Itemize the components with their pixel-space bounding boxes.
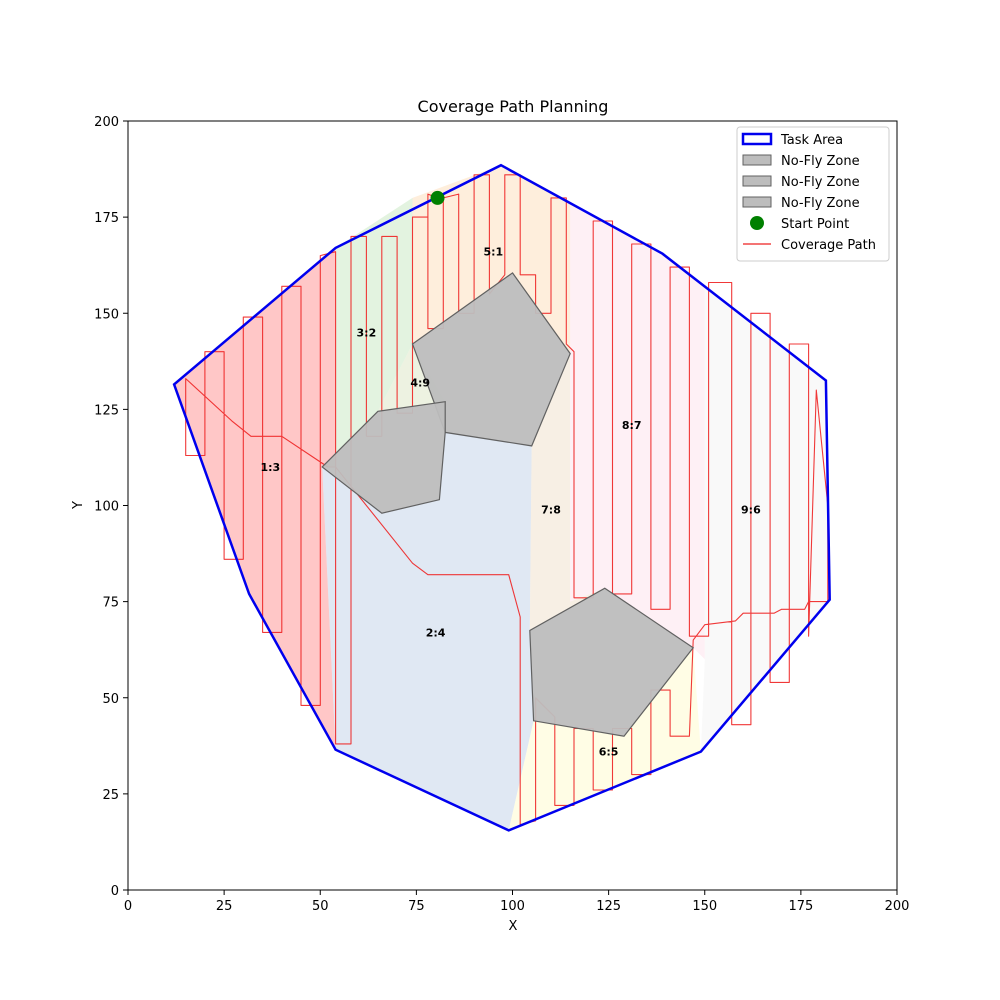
no-fly-zone-1: [411, 272, 571, 447]
x-tick-label: 200: [885, 899, 910, 914]
region-9: [700, 286, 830, 752]
x-tick-label: 100: [500, 899, 525, 914]
x-tick-label: 175: [788, 899, 813, 914]
y-tick-label: 50: [102, 692, 119, 707]
legend-label: No-Fly Zone: [781, 196, 860, 211]
y-tick-label: 75: [102, 596, 119, 611]
legend-task-area-swatch: [741, 132, 773, 146]
region-8: [570, 201, 705, 660]
legend-label: Start Point: [781, 217, 849, 232]
legend-box: [736, 126, 890, 262]
legend-no-fly-swatch: [742, 175, 772, 187]
region-7: [508, 647, 701, 831]
y-tick-label: 150: [94, 307, 119, 322]
region-label-9: 9:6: [741, 503, 761, 516]
region-label-8: 8:7: [622, 419, 642, 432]
region-label-6: 7:8: [541, 503, 561, 516]
region-1: [174, 247, 336, 750]
axes: 0 25 50 75 100 125 150 175 200 0 25 50 75 100 125 150 17…: [94, 115, 909, 914]
legend-label: No-Fly Zone: [781, 154, 860, 169]
y-tick-label: 0: [111, 884, 119, 899]
y-tick-label: 200: [94, 115, 119, 130]
x-tick-label: 0: [124, 899, 132, 914]
region-6: [529, 201, 605, 631]
x-tick-label: 125: [596, 899, 621, 914]
chart-title: Coverage Path Planning: [418, 97, 609, 116]
y-tick-label: 25: [102, 788, 119, 803]
legend-label: Task Area: [780, 133, 843, 148]
x-tick-label: 25: [216, 899, 233, 914]
legend-start-point-marker: [750, 216, 764, 230]
region-3: [322, 197, 413, 467]
legend: Task Area No-Fly Zone No-Fly Zone No-Fly Zo…: [736, 126, 890, 262]
x-tick-label: 50: [312, 899, 329, 914]
plot-area: 1:3 2:4 3:2 4:9 5:1 7:8 6:5 8:7 9:6: [172, 163, 831, 832]
y-axis-label: Y: [71, 501, 86, 510]
no-fly-zone-3: [529, 587, 695, 737]
y-tick-label: 100: [94, 500, 119, 515]
x-axis-label: X: [509, 919, 518, 934]
no-fly-zone-2: [321, 401, 446, 514]
region-label-1: 1:3: [260, 461, 280, 474]
region-2: [322, 432, 534, 831]
region-5: [412, 165, 571, 354]
y-tick-label: 125: [94, 403, 119, 418]
legend-no-fly-swatch: [742, 154, 772, 166]
y-tick-label: 175: [94, 211, 119, 226]
region-label-5: 5:1: [483, 246, 503, 259]
x-tick-label: 150: [692, 899, 717, 914]
task-area-outline: [172, 163, 831, 832]
region-label-3: 3:2: [357, 327, 377, 340]
coverage-path-line: [185, 174, 829, 826]
region-label-2: 2:4: [426, 626, 446, 639]
region-4: [377, 344, 446, 412]
start-point-marker: [430, 190, 445, 205]
plot-content: 1:3 2:4 3:2 4:9 5:1 7:8 6:5 8:7 9:6: [172, 163, 831, 832]
legend-label: No-Fly Zone: [781, 175, 860, 190]
legend-no-fly-swatch: [742, 196, 772, 208]
region-label-4: 4:9: [410, 377, 430, 390]
region-label-7: 6:5: [599, 746, 619, 759]
legend-label: Coverage Path: [781, 238, 876, 253]
x-tick-label: 75: [408, 899, 425, 914]
